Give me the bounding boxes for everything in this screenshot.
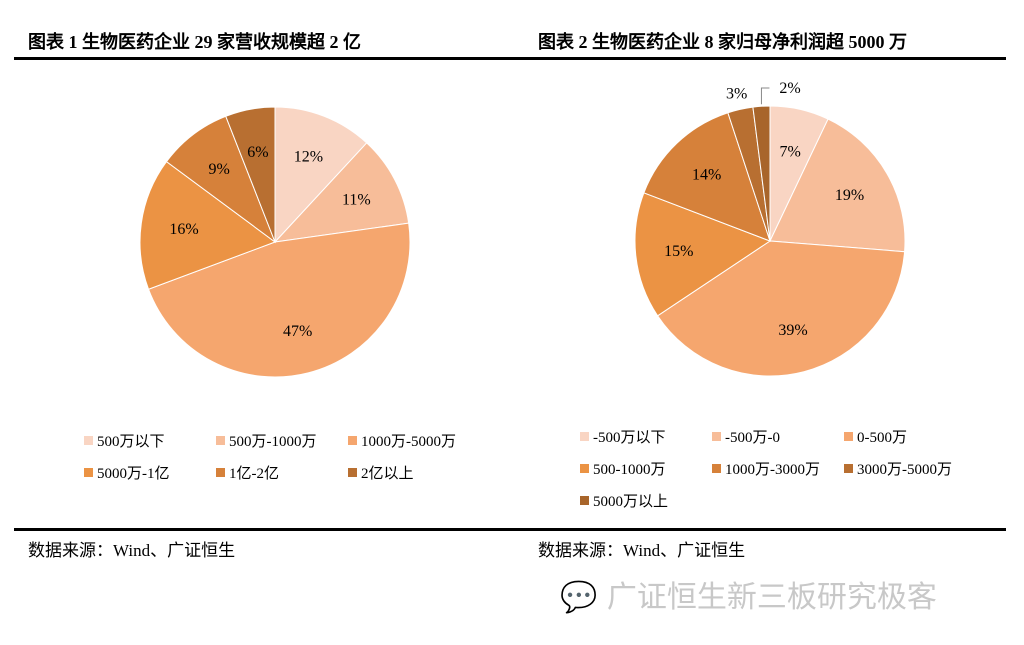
legend-label: 500-1000万 bbox=[593, 462, 666, 478]
chart2-slice-5 bbox=[643, 112, 771, 242]
chart2-source: 数据来源：Wind、广证恒生 bbox=[538, 541, 746, 560]
legend-swatch bbox=[84, 436, 93, 445]
legend-swatch bbox=[712, 464, 721, 473]
legend-label: 1000万-5000万 bbox=[361, 434, 456, 450]
chart2-legend-item: 3000万-5000万 bbox=[844, 458, 952, 479]
chart1-data-label: 11% bbox=[342, 191, 371, 208]
legend-label: 500万-1000万 bbox=[229, 434, 317, 450]
legend-label: -500万以下 bbox=[593, 430, 666, 446]
legend-swatch bbox=[844, 432, 853, 441]
chart1-data-label: 47% bbox=[283, 323, 312, 340]
chart2-legend-item: 0-500万 bbox=[844, 426, 907, 447]
bottom-rule bbox=[14, 528, 1006, 531]
legend-swatch bbox=[580, 464, 589, 473]
chart2-data-label: 15% bbox=[664, 243, 693, 260]
chart2-data-label: 14% bbox=[692, 167, 721, 184]
chart1-legend-item: 5000万-1亿 bbox=[84, 462, 170, 483]
legend-swatch bbox=[348, 436, 357, 445]
chart2-title: 图表 2 生物医药企业 8 家归母净利润超 5000 万 bbox=[538, 32, 907, 52]
top-rule bbox=[14, 57, 1006, 60]
chart1-data-label: 16% bbox=[169, 221, 198, 238]
legend-label: 2亿以上 bbox=[361, 466, 414, 482]
legend-swatch bbox=[348, 468, 357, 477]
chart2-slice-7 bbox=[752, 105, 771, 242]
legend-label: 500万以下 bbox=[97, 434, 165, 450]
chart2-legend-item: -500万以下 bbox=[580, 426, 666, 447]
legend-swatch bbox=[84, 468, 93, 477]
chart2-slice-4 bbox=[634, 192, 772, 317]
chart1-data-label: 6% bbox=[247, 144, 268, 161]
legend-label: 5000万以上 bbox=[593, 494, 669, 510]
chart1-title: 图表 1 生物医药企业 29 家营收规模超 2 亿 bbox=[28, 32, 361, 52]
legend-swatch bbox=[580, 432, 589, 441]
wechat-icon: 💬 bbox=[560, 580, 598, 615]
legend-label: 1亿-2亿 bbox=[229, 466, 279, 482]
legend-label: -500万-0 bbox=[725, 430, 780, 446]
chart1-data-label: 12% bbox=[294, 149, 323, 166]
chart1-legend-item: 1000万-5000万 bbox=[348, 430, 456, 451]
legend-swatch bbox=[216, 436, 225, 445]
chart1-legend-item: 2亿以上 bbox=[348, 462, 414, 483]
legend-swatch bbox=[712, 432, 721, 441]
chart1-slice-1 bbox=[274, 106, 368, 244]
legend-swatch bbox=[580, 496, 589, 505]
watermark: 💬 广证恒生新三板研究极客 bbox=[560, 572, 937, 616]
chart1-slice-6 bbox=[225, 106, 276, 243]
chart2-data-label: 7% bbox=[780, 143, 801, 160]
chart1-slice-4 bbox=[139, 160, 277, 290]
chart2-data-label: 3% bbox=[726, 86, 747, 103]
chart1-legend-item: 1亿-2亿 bbox=[216, 462, 279, 483]
legend-label: 0-500万 bbox=[857, 430, 907, 446]
legend-swatch bbox=[844, 464, 853, 473]
chart1-slice-3 bbox=[147, 222, 411, 378]
chart1-legend-item: 500万以下 bbox=[84, 430, 165, 451]
chart1-slice-2 bbox=[273, 142, 410, 243]
chart2-data-label: 19% bbox=[835, 187, 864, 204]
legend-swatch bbox=[216, 468, 225, 477]
chart2-legend-item: 5000万以上 bbox=[580, 490, 668, 511]
chart1-legend-item: 500万-1000万 bbox=[216, 430, 317, 451]
chart2-legend-item: 500-1000万 bbox=[580, 458, 666, 479]
legend-label: 5000万-1亿 bbox=[97, 466, 170, 482]
legend-label: 1000万-3000万 bbox=[725, 462, 820, 478]
chart1-source: 数据来源：Wind、广证恒生 bbox=[28, 541, 236, 560]
chart2-legend-item: -500万-0 bbox=[712, 426, 780, 447]
chart1-data-label: 9% bbox=[209, 161, 230, 178]
legend-label: 3000万-5000万 bbox=[857, 462, 952, 478]
chart2-leader-line bbox=[760, 87, 770, 105]
watermark-text: 广证恒生新三板研究极客 bbox=[606, 580, 937, 615]
chart2-data-label: 39% bbox=[778, 322, 807, 339]
chart2-legend-item: 1000万-3000万 bbox=[712, 458, 820, 479]
chart2-slice-2 bbox=[769, 118, 906, 253]
chart2-data-label: 2% bbox=[779, 80, 800, 97]
